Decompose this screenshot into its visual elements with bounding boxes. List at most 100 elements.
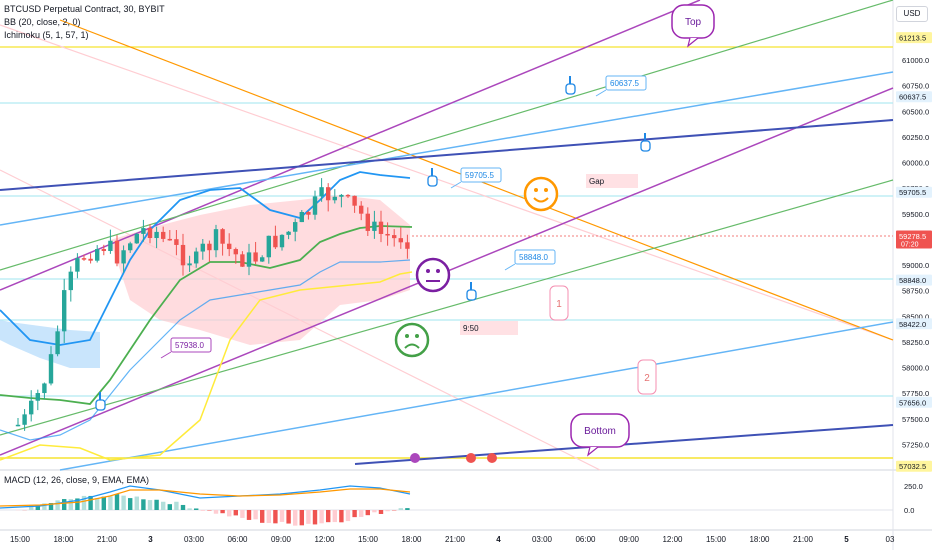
macd-bar (141, 499, 146, 510)
macd-bar (273, 510, 278, 524)
price-label-callout: 60637.5 (595, 75, 647, 97)
callout-bottom-text: Bottom (584, 426, 616, 437)
candle-body (398, 238, 403, 243)
price-label-text: 57938.0 (175, 341, 204, 350)
neutral-face-icon (415, 257, 451, 293)
time-tick-label: 21:00 (793, 535, 814, 544)
macd-bar (365, 510, 370, 516)
price-tick-label: 60750.0 (902, 82, 929, 91)
candle-body (306, 212, 311, 215)
callout-bottom: Bottom (570, 413, 630, 457)
candle-body (293, 222, 298, 232)
macd-bar (128, 498, 133, 510)
macd-bar (266, 510, 271, 523)
macd-bar (299, 510, 304, 526)
macd-bar (88, 495, 93, 510)
candle-body (372, 221, 377, 231)
price-badge (896, 32, 932, 44)
candle-body (299, 212, 304, 223)
candle-body (352, 195, 357, 206)
candle-body (48, 354, 54, 384)
hand-pointer-icon (95, 392, 106, 411)
ichimoku-indicator-label[interactable]: Ichimoku (5, 1, 57, 1) (4, 30, 89, 40)
candles (15, 178, 410, 431)
macd-bar (147, 500, 153, 510)
macd-bar (286, 510, 291, 524)
hand-pointer-icon (427, 168, 438, 187)
time-axis: 15:00 18:00 21:00 3 03:00 06:00 09:00 12:00 15:0… (10, 535, 895, 544)
macd-bar (332, 510, 337, 523)
candle-body (378, 221, 384, 234)
price-badge-label: 58422.0 (899, 320, 926, 329)
marker-1-text: 1 (556, 299, 562, 310)
price-tick-label: 58750.0 (902, 287, 929, 296)
candle-body (405, 242, 410, 249)
price-badge-time: 07:20 (901, 242, 919, 249)
candle-body (42, 383, 47, 394)
candle-body (240, 254, 245, 267)
macd-bar (220, 510, 225, 514)
macd-bar (35, 505, 40, 510)
marker-2-box (637, 359, 657, 395)
macd-bar (75, 498, 80, 510)
macd-histogram (15, 494, 410, 526)
hand-pointer-icon (640, 133, 651, 152)
candle-body (35, 393, 40, 401)
macd-indicator-label[interactable]: MACD (12, 26, close, 9, EMA, EMA) (4, 475, 150, 485)
blue-channel-lower (59, 321, 894, 471)
candle-body (279, 234, 285, 248)
gap-tag-text: Gap (589, 177, 605, 186)
price-label-text: 60637.5 (610, 79, 639, 88)
time-tick-label: 12:00 (662, 535, 683, 544)
price-tick-label: 60250.0 (902, 133, 929, 142)
time-tick-label: 09:00 (271, 535, 292, 544)
currency-button[interactable]: USD (896, 6, 928, 22)
candle-body (200, 243, 205, 252)
green-channel-upper (0, 0, 894, 271)
price-tick-label: 59500.0 (902, 210, 929, 219)
price-badge (896, 91, 932, 103)
price-badge (896, 230, 932, 249)
macd-bar (62, 499, 67, 510)
price-badge (896, 460, 932, 472)
macd-bar (114, 494, 120, 510)
us-flag-event-icon (466, 453, 476, 463)
marker-2-text: 2 (644, 373, 650, 384)
macd-bar (398, 508, 403, 510)
macd-bar (312, 510, 318, 525)
candle-body (68, 271, 73, 291)
macd-line (0, 485, 411, 509)
macd-signal-line (0, 488, 411, 507)
macd-bar (213, 510, 219, 514)
price-badge-label: 58848.0 (899, 276, 926, 285)
macd-bar (187, 508, 192, 510)
candle-body (233, 249, 238, 255)
macd-bar (68, 499, 73, 510)
price-axis: 61000.060750.060500.060250.060000.059750… (896, 32, 932, 515)
time-tick-label: 18:00 (401, 535, 422, 544)
bb-indicator-label[interactable]: BB (20, close, 2, 0) (4, 17, 81, 27)
macd-bar (253, 510, 258, 520)
price-tick-label: 59000.0 (902, 261, 929, 270)
candle-body (174, 239, 179, 245)
macd-bar (378, 510, 384, 514)
candle-body (114, 240, 120, 264)
price-badge-label: 59705.5 (899, 188, 926, 197)
macd-bar (154, 499, 159, 510)
candle-body (207, 243, 212, 251)
candle-body (194, 251, 199, 264)
candle-body (95, 249, 100, 261)
time-tick-label: 12:00 (314, 535, 335, 544)
time-tick-label: 5 (844, 535, 849, 544)
price-label-text: 58848.0 (519, 253, 548, 262)
macd-bar (55, 500, 60, 510)
macd-bar (293, 510, 298, 526)
hand-pointer-icon (565, 76, 576, 95)
candle-body (266, 235, 271, 258)
time-tick-label: 06:00 (575, 535, 596, 544)
candle-body (55, 331, 60, 355)
candle-body (312, 196, 318, 215)
price-tick-label: 58500.0 (902, 312, 929, 321)
